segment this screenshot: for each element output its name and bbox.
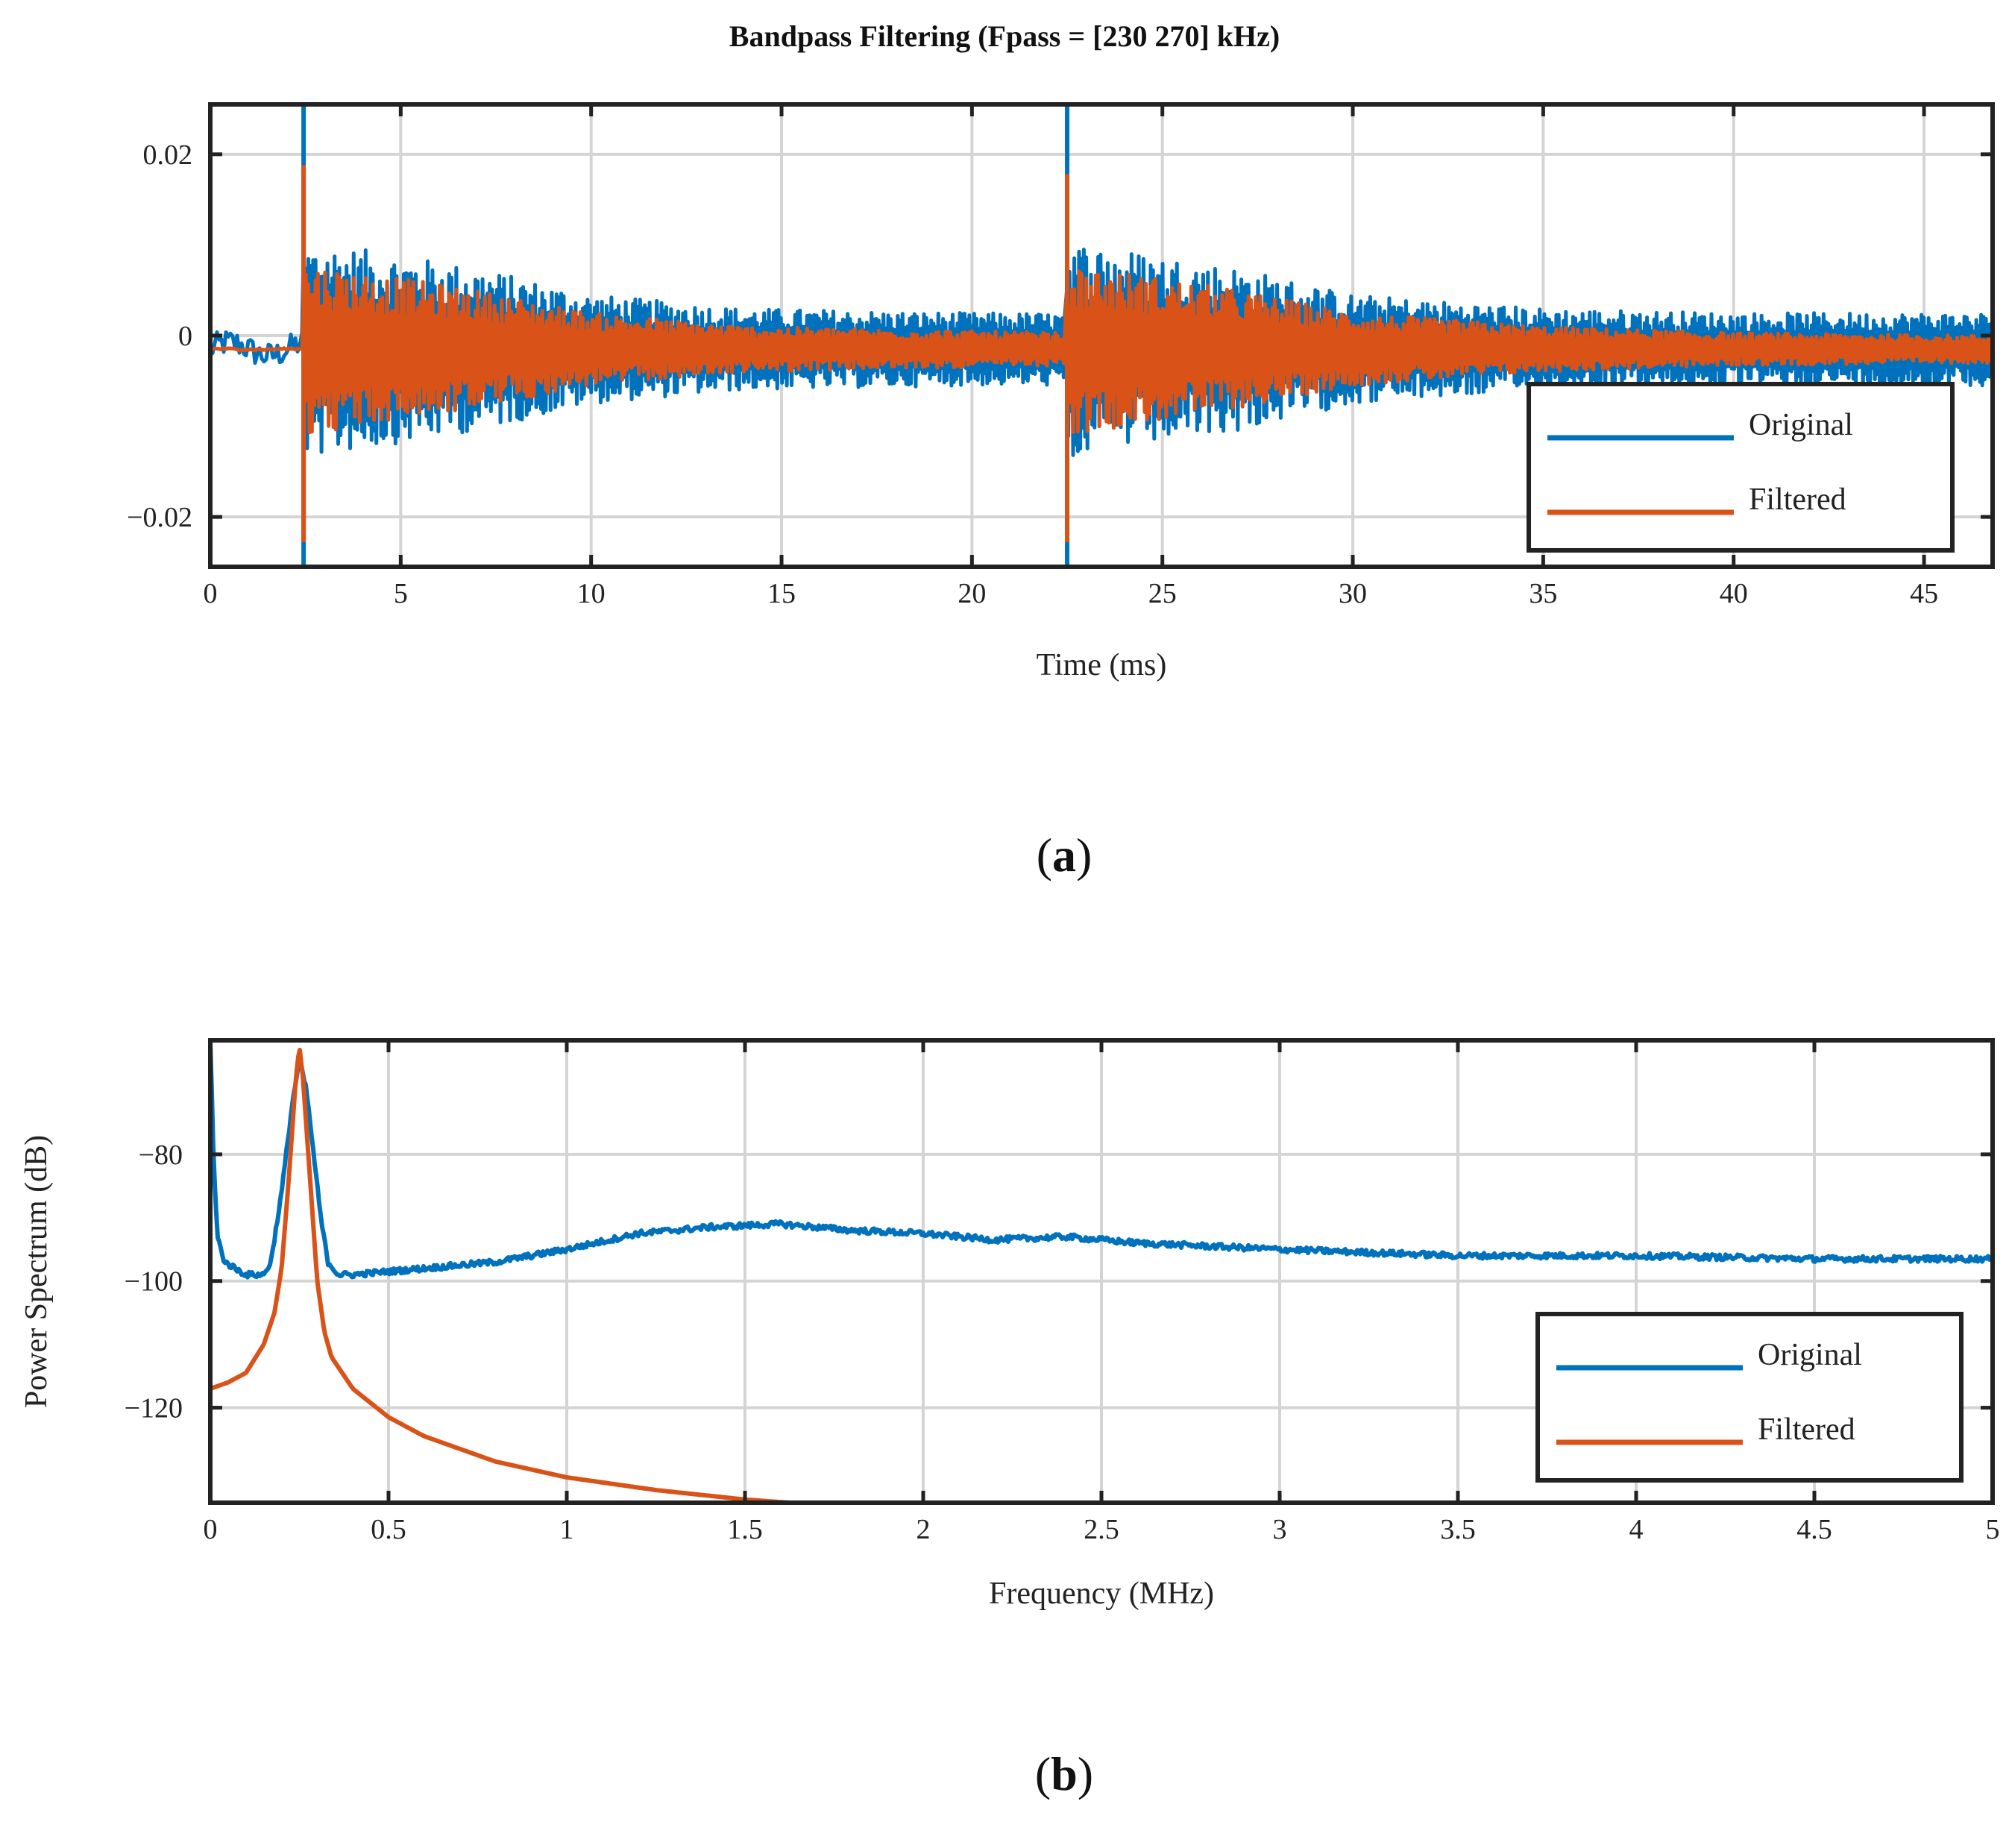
b-x-tick-label: 5 (1986, 1514, 2000, 1545)
panel-a-x-axis-label: Time (ms) (1037, 648, 1167, 682)
panel-b-power-spectrum: 0 0.5 1 1.5 2 2.5 3 3.5 4 4.5 5 −80 −100 −120 Frequen… (19, 1038, 2000, 1800)
b-x-tick-label: 2.5 (1084, 1514, 1119, 1545)
a-x-tick-label: 35 (1529, 578, 1557, 609)
a-x-tick-label: 30 (1339, 578, 1367, 609)
panel-b-legend-filtered-label: Filtered (1758, 1412, 1855, 1447)
b-x-tick-label: 4 (1629, 1514, 1644, 1545)
panel-a-series-filtered (210, 269, 1993, 435)
a-y-tick-label: 0 (178, 321, 192, 352)
a-y-tick-label: −0.02 (127, 502, 192, 533)
panel-b-legend: Original Filtered (1535, 1312, 1964, 1483)
a-x-tick-label: 0 (204, 578, 218, 609)
a-x-tick-label: 40 (1720, 578, 1748, 609)
b-y-tick-label: −80 (139, 1140, 183, 1171)
panel-a-legend-box (1527, 382, 1955, 553)
b-x-tick-label: 4.5 (1796, 1514, 1832, 1545)
figure-title: Bandpass Filtering (Fpass = [230 270] kH… (729, 19, 1280, 53)
panel-b-x-axis-label: Frequency (MHz) (989, 1577, 1214, 1611)
panel-b-legend-box (1535, 1312, 1964, 1483)
panel-a-ticks: 0 5 10 15 20 25 30 35 40 45 0.02 0 −0.02 (127, 104, 1993, 609)
a-x-tick-label: 10 (577, 578, 606, 609)
a-y-tick-label: 0.02 (143, 139, 193, 171)
b-x-tick-label: 0.5 (371, 1514, 406, 1545)
panel-b-legend-original-label: Original (1758, 1338, 1862, 1372)
panel-a-time-signal: 0 5 10 15 20 25 30 35 40 45 0.02 0 −0.02 Time (ms) O… (127, 102, 1995, 881)
b-x-tick-label: 1.5 (727, 1514, 763, 1545)
panel-b-y-axis-label: Power Spectrum (dB) (19, 1135, 54, 1408)
b-x-tick-label: 2 (917, 1514, 931, 1545)
panel-b-plot-area (210, 1043, 1993, 1503)
b-x-tick-label: 1 (560, 1514, 574, 1545)
b-x-tick-label: 0 (204, 1514, 218, 1545)
b-y-tick-label: −100 (125, 1266, 183, 1298)
a-x-tick-label: 20 (958, 578, 986, 609)
b-x-tick-label: 3 (1273, 1514, 1287, 1545)
b-x-tick-label: 3.5 (1440, 1514, 1476, 1545)
a-x-tick-label: 15 (767, 578, 796, 609)
panel-b-series-original (210, 1043, 1993, 1280)
panel-a-plot-area (210, 104, 1993, 567)
panel-b-caption: (b) (1035, 1747, 1093, 1800)
b-y-tick-label: −120 (125, 1393, 183, 1424)
panel-a-legend-original-label: Original (1749, 408, 1853, 442)
panel-a-legend-filtered-label: Filtered (1749, 483, 1846, 517)
panel-b-series-filtered (210, 1047, 822, 1503)
panel-b-ticks: 0 0.5 1 1.5 2 2.5 3 3.5 4 4.5 5 −80 −100 −120 (125, 1040, 2000, 1545)
panel-a-caption: (a) (1037, 829, 1092, 881)
panel-a-legend: Original Filtered (1527, 382, 1955, 553)
a-x-tick-label: 45 (1910, 578, 1938, 609)
a-x-tick-label: 5 (394, 578, 408, 609)
a-x-tick-label: 25 (1148, 578, 1177, 609)
